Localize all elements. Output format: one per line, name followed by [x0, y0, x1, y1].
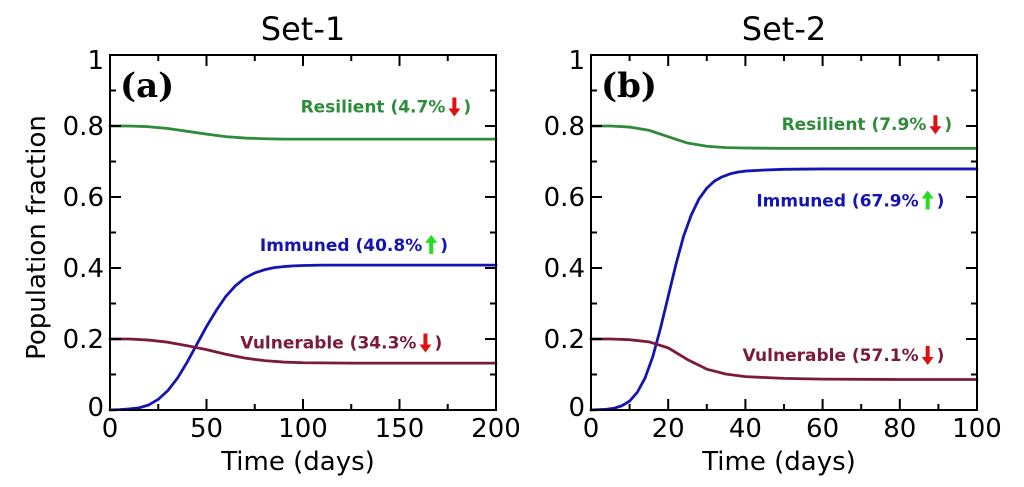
arrow-shaft: [933, 115, 938, 128]
annotation-vulnerable: Vulnerable (34.3%): [240, 333, 442, 354]
y-axis-label: Population fraction: [22, 115, 52, 360]
arrow-head: [921, 190, 934, 199]
chart-panel-1: Set-1 0 50 100 150 200 0 0.2 0.4 0.6 0.8 1 Time (day…: [22, 10, 521, 477]
annotation-immuned: Immuned (40.8%): [260, 234, 448, 256]
arrow-up-icon: [921, 190, 934, 210]
y-tick-label: 0.2: [544, 325, 585, 355]
series-line: [108, 263, 498, 412]
y-tick-label: 0: [87, 393, 104, 423]
arrow-head: [448, 108, 461, 117]
panel-label: (b): [601, 66, 657, 106]
x-tick-label: 100: [278, 414, 328, 444]
series-line: [108, 124, 498, 141]
annotation-text: Immuned (40.8%: [260, 236, 422, 256]
x-tick-label: 200: [471, 414, 521, 444]
chart-title: Set-1: [261, 10, 345, 48]
arrow-shaft: [423, 333, 428, 346]
x-tick-label: 20: [652, 414, 685, 444]
arrow-head: [921, 356, 934, 365]
arrow-shaft: [925, 197, 930, 210]
annotation-close: ): [937, 192, 945, 212]
y-tick-label: 0.2: [63, 325, 104, 355]
y-tick-label: 1: [87, 46, 104, 76]
arrow-head: [425, 234, 438, 243]
arrow-down-icon: [921, 345, 934, 365]
arrow-down-icon: [929, 115, 942, 135]
y-tick-label: 0.6: [63, 183, 104, 213]
arrow-shaft: [452, 97, 457, 110]
y-tick-label: 0.4: [63, 254, 104, 284]
y-tick-label: 0.4: [544, 254, 585, 284]
annotation-text: Resilient (4.7%: [301, 97, 446, 117]
x-tick-label: 40: [729, 414, 762, 444]
x-tick-label: 50: [190, 414, 223, 444]
series-line: [589, 167, 979, 412]
panel-label: (a): [120, 66, 174, 106]
y-tick-label: 0: [568, 393, 585, 423]
x-tick-label: 0: [102, 414, 119, 444]
x-tick-label: 0: [583, 414, 600, 444]
annotation-text: Immuned (67.9%: [756, 192, 918, 212]
annotation-text: Vulnerable (34.3%: [240, 334, 416, 354]
annotation-close: ): [434, 334, 442, 354]
arrow-shaft: [925, 345, 930, 358]
y-tick-label: 0.8: [544, 112, 585, 142]
annotation-text: Vulnerable (57.1%: [743, 346, 919, 366]
arrow-up-icon: [425, 234, 438, 254]
arrow-down-icon: [448, 97, 461, 117]
y-tick-label: 0.8: [63, 112, 104, 142]
x-axis-label: Time (days): [701, 447, 856, 477]
annotation-close: ): [440, 236, 448, 256]
arrow-down-icon: [419, 333, 432, 353]
x-tick-label: 100: [952, 414, 1002, 444]
series-line: [108, 337, 498, 365]
series-line: [589, 124, 979, 150]
annotation-immuned: Immuned (67.9%): [756, 190, 945, 212]
annotation-close: ): [463, 97, 471, 117]
annotation-close: ): [944, 115, 952, 135]
x-axis-label: Time (days): [220, 447, 375, 477]
annotation-text: Resilient (7.9%: [782, 115, 927, 135]
chart-title: Set-2: [742, 10, 826, 48]
arrow-shaft: [429, 241, 434, 254]
annotation-close: ): [937, 346, 945, 366]
chart-panel-2: Set-2 0 20 40 60 80 100 0 0.2 0.4 0.6 0.8 1 Time (day…: [544, 10, 1002, 477]
arrow-head: [419, 344, 432, 353]
annotation-vulnerable: Vulnerable (57.1%): [743, 345, 945, 366]
y-tick-label: 0.6: [544, 183, 585, 213]
x-tick-label: 80: [883, 414, 916, 444]
series-line: [589, 337, 979, 381]
annotation-resilient: Resilient (7.9%): [782, 115, 952, 135]
x-tick-label: 60: [806, 414, 839, 444]
y-tick-label: 1: [568, 46, 585, 76]
arrow-head: [929, 126, 942, 135]
annotation-resilient: Resilient (4.7%): [301, 97, 471, 117]
x-tick-label: 150: [375, 414, 425, 444]
